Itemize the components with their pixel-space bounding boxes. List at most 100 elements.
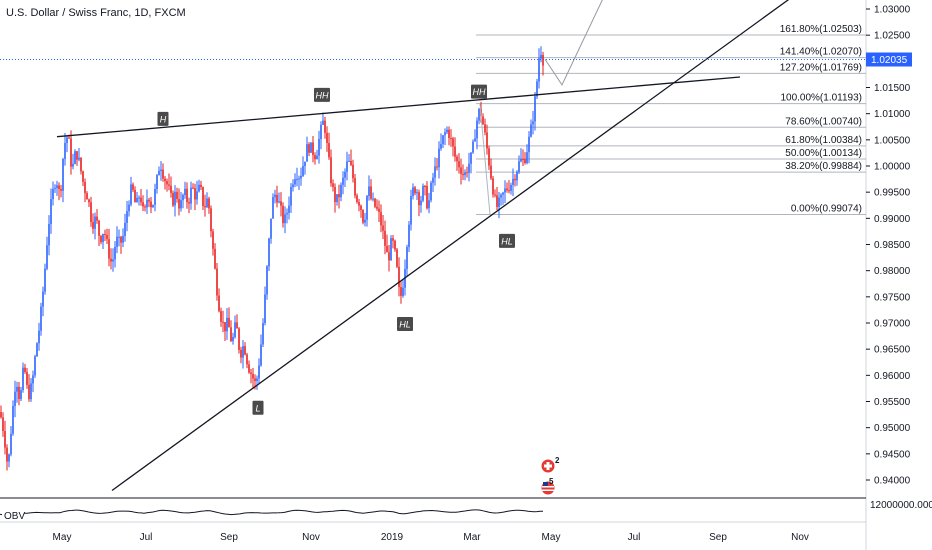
chart-title: U.S. Dollar / Swiss Franc, 1D, FXCM bbox=[6, 7, 186, 19]
candle-body bbox=[190, 187, 192, 204]
candle-body bbox=[312, 142, 314, 156]
candle-body bbox=[292, 184, 294, 188]
candle-body bbox=[216, 268, 218, 296]
candle-body bbox=[8, 454, 10, 462]
candle-body bbox=[202, 187, 204, 206]
candle-body bbox=[200, 184, 202, 188]
candle-body bbox=[434, 166, 436, 178]
candle-body bbox=[428, 200, 430, 209]
candle-body bbox=[2, 417, 4, 432]
candle-body bbox=[210, 208, 212, 232]
candle-body bbox=[166, 181, 168, 185]
x-tick-label: Sep bbox=[220, 532, 238, 543]
candle-body bbox=[6, 447, 8, 462]
candle-body bbox=[358, 202, 360, 206]
pattern-label: HH bbox=[316, 90, 329, 100]
candle-body bbox=[538, 58, 540, 82]
candle-body bbox=[78, 157, 80, 160]
candle-body bbox=[132, 184, 134, 190]
candle-body bbox=[360, 205, 362, 210]
y-tick-label: 0.94500 bbox=[874, 449, 911, 460]
candle-body bbox=[22, 367, 24, 391]
y-tick-label: 0.95000 bbox=[874, 423, 911, 434]
candle-body bbox=[414, 187, 416, 194]
candle-body bbox=[110, 258, 112, 262]
candle-body bbox=[536, 81, 538, 97]
x-tick-label: Sep bbox=[709, 532, 727, 543]
candle-body bbox=[106, 234, 108, 240]
candle-body bbox=[406, 247, 408, 269]
candle-body bbox=[446, 129, 448, 133]
candle-body bbox=[102, 233, 104, 243]
y-tick-label: 1.02500 bbox=[874, 31, 911, 42]
candle-body bbox=[198, 184, 200, 192]
candle-body bbox=[180, 200, 182, 209]
candle-body bbox=[150, 201, 152, 208]
candle-body bbox=[452, 138, 454, 147]
candle-body bbox=[322, 120, 324, 125]
us-flag-stripe-2 bbox=[542, 489, 554, 491]
candle-body bbox=[208, 198, 210, 209]
candle-body bbox=[512, 178, 514, 185]
candle-body bbox=[394, 240, 396, 250]
candle-body bbox=[250, 372, 252, 374]
candle-body bbox=[46, 245, 48, 269]
candle-body bbox=[34, 356, 36, 376]
candle-body bbox=[66, 137, 68, 144]
y-tick-label: 0.99000 bbox=[874, 214, 911, 225]
candle-body bbox=[88, 199, 90, 203]
candle-body bbox=[504, 188, 506, 193]
y-tick-label: 0.95500 bbox=[874, 397, 911, 408]
candle-body bbox=[52, 188, 54, 200]
candle-body bbox=[426, 185, 428, 209]
candle-body bbox=[448, 129, 450, 138]
candle-body bbox=[466, 172, 468, 174]
candle-body bbox=[40, 306, 42, 331]
drawings bbox=[56, 0, 790, 491]
candle-body bbox=[178, 199, 180, 209]
candle-body bbox=[298, 178, 300, 180]
candle-body bbox=[288, 205, 290, 213]
candle-body bbox=[68, 137, 70, 139]
candle-body bbox=[420, 200, 422, 206]
time-axis[interactable]: May Jul Sep Nov 2019 Mar May Jul Sep Nov bbox=[53, 532, 809, 543]
candle-body bbox=[410, 196, 412, 225]
candle-body bbox=[4, 431, 6, 448]
us-flag-stripe bbox=[542, 486, 554, 488]
candle-body bbox=[534, 96, 536, 122]
candle-body bbox=[384, 230, 386, 246]
candle-body bbox=[242, 346, 244, 358]
candle-body bbox=[330, 157, 332, 184]
candle-body bbox=[196, 191, 198, 200]
candle-body bbox=[346, 161, 348, 172]
candle-body bbox=[350, 160, 352, 165]
y-tick-label: 0.98000 bbox=[874, 266, 911, 277]
candle-body bbox=[496, 195, 498, 207]
candle-body bbox=[162, 169, 164, 179]
candle-body bbox=[246, 354, 248, 365]
candle-body bbox=[26, 372, 28, 385]
y-tick-label: 1.00500 bbox=[874, 135, 911, 146]
fib-level-label: 127.20%(1.01769) bbox=[780, 62, 862, 73]
price-axis[interactable]: 0.94000 0.94500 0.95000 0.95500 0.96000 0.965… bbox=[866, 5, 911, 487]
candle-body bbox=[334, 186, 336, 202]
event-count: 2 bbox=[555, 456, 560, 465]
candle-body bbox=[86, 193, 88, 200]
candle-body bbox=[248, 364, 250, 373]
event-badge-us[interactable]: 5 bbox=[540, 477, 556, 496]
candle-body bbox=[344, 171, 346, 178]
candle-body bbox=[264, 294, 266, 324]
candle-body bbox=[218, 295, 220, 312]
candle-body bbox=[492, 178, 494, 195]
candle-body bbox=[400, 287, 402, 296]
candle-body bbox=[470, 152, 472, 164]
pattern-label: L bbox=[255, 403, 260, 413]
event-badge-swiss[interactable]: 2 bbox=[540, 456, 560, 474]
obv-label-box[interactable] bbox=[2, 509, 24, 521]
candle-body bbox=[124, 222, 126, 236]
lower-trendline bbox=[111, 0, 790, 491]
candle-body bbox=[220, 311, 222, 322]
candle-body bbox=[96, 216, 98, 221]
candle-body bbox=[490, 165, 492, 179]
